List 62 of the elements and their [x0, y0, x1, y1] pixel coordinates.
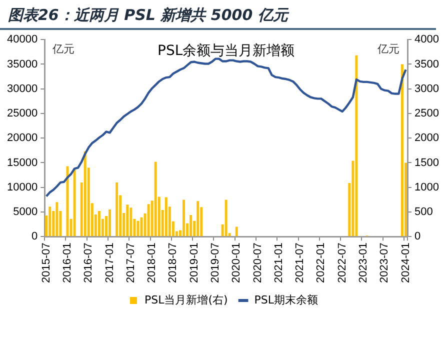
y2-tick-label: 1000: [414, 181, 440, 194]
x-tick-label: 2018-01: [146, 242, 158, 284]
bar: [190, 214, 192, 236]
x-tick-label: 2021-07: [294, 242, 306, 284]
y2-axis-title: 亿元: [376, 42, 400, 56]
y2-tick-label: 3000: [414, 82, 440, 95]
x-tick-label: 2016-01: [62, 242, 74, 284]
y-tick-label: 20000: [6, 132, 38, 144]
x-tick-label: 2022-01: [315, 242, 328, 284]
x-tick-label: 2019-07: [210, 242, 222, 284]
y2-tick-label: 500: [414, 206, 433, 218]
x-tick-label: 2017-07: [124, 242, 137, 284]
y-tick-label: 30000: [6, 82, 38, 95]
y-tick-label: 10000: [6, 181, 38, 194]
y2-tick-label: 4000: [414, 34, 440, 46]
y-tick-label: 35000: [6, 58, 38, 70]
x-tick-label: 2023-07: [378, 242, 391, 284]
x-tick-label: 2020-07: [252, 242, 264, 284]
bar: [126, 204, 129, 236]
bar: [154, 162, 157, 236]
bar: [48, 206, 52, 236]
bar: [196, 201, 200, 236]
y2-tick-label: 2500: [414, 108, 440, 120]
x-tick-label: 2015-07: [40, 242, 52, 284]
bar: [116, 182, 118, 236]
y-tick-label: 25000: [6, 108, 38, 120]
y2-tick-label: 1500: [414, 156, 440, 169]
bar: [164, 197, 168, 236]
bar: [235, 226, 238, 236]
x-tick-label: 2020-01: [230, 242, 243, 284]
y-tick-label: 5000: [13, 206, 38, 218]
bar: [182, 200, 186, 236]
x-tick-label: 2018-07: [167, 242, 180, 284]
bar: [355, 55, 358, 236]
bar: [73, 170, 76, 236]
bar: [147, 204, 150, 236]
bar: [224, 200, 228, 236]
chart-title: 图表26：近两月 PSL 新增共 5000 亿元: [0, 0, 436, 30]
x-tick-label: 2022-07: [336, 242, 348, 284]
y-axis-title: 亿元: [52, 42, 75, 56]
y-tick-label: 0: [31, 230, 38, 243]
x-tick-label: 2019-01: [188, 242, 200, 284]
y-tick-label: 40000: [6, 34, 38, 46]
bar: [108, 210, 112, 236]
legend-label: PSL期末余额: [254, 293, 318, 306]
bar: [56, 202, 58, 236]
bar: [401, 64, 404, 236]
y2-tick-label: 2000: [414, 132, 440, 144]
bar: [136, 220, 140, 236]
bar: [98, 211, 100, 236]
legend-label: PSL当月新增(右): [144, 293, 228, 306]
y-tick-label: 15000: [6, 156, 38, 169]
bar: [130, 208, 132, 236]
x-tick-label: 2021-01: [272, 242, 285, 284]
x-tick-label: 2016-07: [82, 242, 95, 284]
bar: [84, 151, 86, 236]
x-tick-label: 2023-01: [358, 242, 370, 284]
chart-subtitle: PSL余额与当月新增额: [157, 43, 295, 60]
y2-tick-label: 0: [414, 230, 421, 243]
x-tick-label: 2017-01: [104, 242, 116, 284]
x-tick-label: 2024-01: [400, 242, 412, 284]
y2-tick-label: 3500: [414, 58, 440, 70]
